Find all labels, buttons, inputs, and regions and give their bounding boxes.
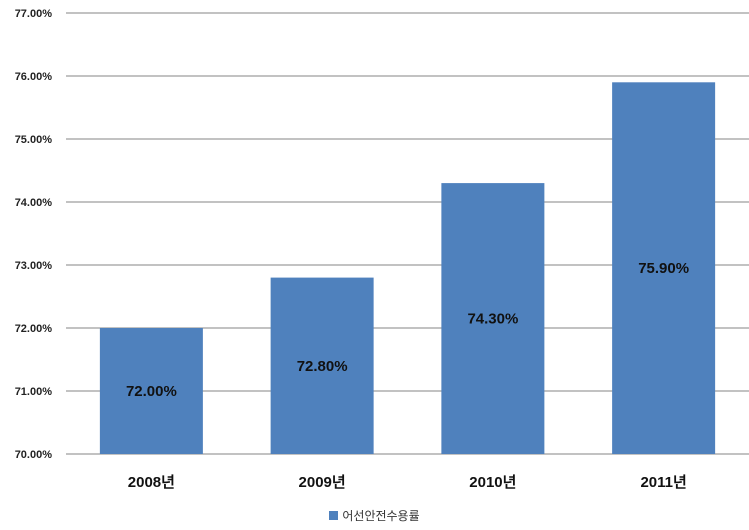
bar — [612, 82, 716, 455]
x-tick-label: 2011년 — [640, 474, 686, 491]
data-labels: 72.00% 72.80% 74.30% 75.90% — [126, 260, 689, 400]
y-tick-label: 70.00% — [15, 449, 53, 461]
data-label: 72.00% — [126, 383, 177, 400]
bar-chart: 70.00% 71.00% 72.00% 73.00% 74.00% 75.00% 76.0… — [15, 8, 749, 491]
data-label: 75.90% — [638, 260, 689, 277]
legend-label: 어선안전수용률 — [342, 509, 420, 523]
legend-swatch — [329, 511, 339, 520]
y-axis-tick-labels: 70.00% 71.00% 72.00% 73.00% 74.00% 75.00% 76.0… — [15, 8, 53, 461]
bars — [99, 82, 716, 455]
y-tick-label: 74.00% — [15, 197, 53, 209]
bar — [270, 277, 374, 454]
y-tick-label: 71.00% — [15, 386, 53, 398]
data-label: 74.30% — [467, 311, 518, 328]
y-tick-label: 77.00% — [15, 8, 53, 20]
x-tick-label: 2009년 — [299, 474, 346, 491]
y-tick-label: 72.00% — [15, 323, 53, 335]
bar — [99, 328, 203, 454]
x-tick-label: 2010년 — [469, 474, 516, 491]
legend: 어선안전수용률 — [0, 507, 749, 524]
x-axis-tick-labels: 2008년 2009년 2010년 2011년 — [128, 474, 687, 491]
y-tick-label: 73.00% — [15, 260, 53, 272]
bar — [441, 183, 545, 454]
x-tick-label: 2008년 — [128, 474, 175, 491]
y-tick-label: 75.00% — [15, 134, 53, 146]
data-label: 72.80% — [297, 358, 348, 375]
y-tick-label: 76.00% — [15, 71, 53, 83]
